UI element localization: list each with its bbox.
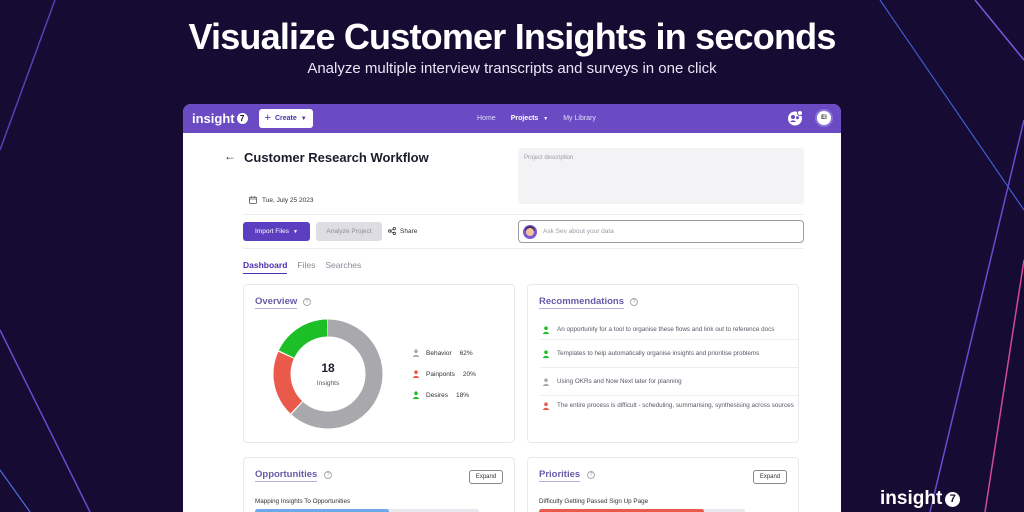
app-window: insight 7 + Create ▼ Home Projects ▼ My …	[183, 104, 841, 512]
team-icon[interactable]	[787, 110, 803, 126]
project-tabs: Dashboard Files Searches	[243, 260, 361, 274]
legend-label: Behavior	[426, 349, 452, 357]
help-icon[interactable]: ?	[630, 298, 638, 306]
expand-button[interactable]: Expand	[469, 470, 503, 484]
person-icon	[412, 349, 420, 357]
share-icon	[388, 227, 396, 235]
nav-links: Home Projects ▼ My Library	[477, 104, 596, 133]
help-icon[interactable]: ?	[303, 298, 311, 306]
user-avatar[interactable]: EI	[815, 109, 833, 127]
logo-mark-icon: 7	[236, 113, 248, 124]
divider	[243, 214, 804, 215]
create-button[interactable]: + Create ▼	[258, 109, 313, 128]
brand-name: insight	[880, 488, 943, 509]
caret-down-icon: ▼	[300, 115, 307, 122]
insights-total-label: Insights	[317, 380, 340, 387]
priority-bar-track	[539, 509, 745, 512]
plus-icon: +	[264, 112, 271, 124]
analyze-project-button[interactable]: Analyze Project	[316, 222, 382, 241]
help-icon[interactable]: ?	[587, 471, 595, 479]
back-arrow-icon[interactable]: ←	[224, 149, 236, 163]
share-label: Share	[400, 227, 418, 235]
assistant-avatar-icon	[523, 224, 537, 239]
person-icon	[412, 391, 420, 399]
app-logo-text: insight	[192, 111, 235, 126]
recommendations-list: An opportunity for a tool to organise th…	[540, 320, 798, 415]
project-date: Tue, July 25 2023	[249, 196, 313, 204]
recommendation-text: The entire process is difficult - schedu…	[557, 402, 794, 409]
hero-title: Visualize Customer Insights in seconds	[188, 16, 836, 57]
brand-mark-icon: 7	[945, 491, 961, 507]
priority-item-label: Difficulty Getting Passed Sign Up Page	[539, 498, 649, 505]
app-logo[interactable]: insight 7	[192, 111, 248, 126]
legend-item: Painponts 20%	[412, 370, 476, 378]
caret-down-icon: ▼	[293, 228, 298, 235]
tab-dashboard[interactable]: Dashboard	[243, 260, 288, 274]
brand-logo: insight 7	[880, 488, 961, 510]
calendar-icon	[249, 196, 257, 204]
tab-searches[interactable]: Searches	[325, 260, 362, 270]
recommendation-item[interactable]: Templates to help automatically organise…	[540, 340, 798, 368]
priority-bar-fill	[539, 509, 704, 512]
overview-card: Overview ? 18 Insights Behavior 62% Pain…	[243, 284, 515, 443]
priorities-title: Priorities	[539, 469, 581, 482]
recommendation-text: An opportunity for a tool to organise th…	[557, 326, 775, 333]
import-files-button[interactable]: Import Files ▼	[243, 222, 310, 241]
nav-my-library[interactable]: My Library	[563, 115, 596, 122]
donut-segment-painpoints	[273, 319, 383, 429]
opportunities-title: Opportunities	[255, 469, 318, 482]
person-icon	[412, 370, 420, 378]
project-date-text: Tue, July 25 2023	[262, 196, 314, 204]
legend-label: Desires	[426, 391, 449, 399]
help-icon[interactable]: ?	[324, 471, 332, 479]
opportunity-bar-fill	[255, 509, 390, 512]
recommendation-text: Using OKRs and Now Next later for planni…	[557, 378, 682, 385]
import-files-label: Import Files	[255, 228, 289, 235]
legend-item: Desires 18%	[412, 391, 476, 399]
legend-item: Behavior 62%	[412, 349, 476, 357]
ask-sev-placeholder: Ask Sev about your data	[543, 228, 614, 235]
divider	[243, 248, 804, 249]
project-description-field[interactable]: Project description	[518, 148, 804, 204]
legend-value: 18%	[456, 391, 470, 399]
nav-projects[interactable]: Projects ▼	[511, 115, 549, 122]
recommendation-item[interactable]: An opportunity for a tool to organise th…	[540, 320, 798, 340]
legend-label: Painponts	[426, 370, 455, 378]
recommendations-title: Recommendations	[539, 296, 624, 309]
top-navbar: insight 7 + Create ▼ Home Projects ▼ My …	[183, 104, 841, 133]
recommendation-text: Templates to help automatically organise…	[557, 350, 760, 357]
nav-right: EI	[787, 109, 833, 127]
insights-total: 18	[321, 361, 335, 375]
person-icon	[542, 378, 550, 386]
legend-value: 62%	[459, 349, 473, 357]
caret-down-icon: ▼	[543, 116, 549, 122]
recommendation-item[interactable]: The entire process is difficult - schedu…	[540, 396, 798, 415]
overview-title: Overview	[255, 296, 298, 309]
opportunity-item-label: Mapping Insights To Opportunities	[255, 498, 351, 505]
opportunities-card: Opportunities ? Expand Mapping Insights …	[243, 457, 515, 512]
nav-home[interactable]: Home	[477, 115, 496, 122]
person-icon	[542, 350, 550, 358]
legend-value: 20%	[462, 370, 476, 378]
share-button[interactable]: Share	[388, 227, 417, 235]
priorities-card: Priorities ? Expand Difficulty Getting P…	[527, 457, 799, 512]
expand-button[interactable]: Expand	[753, 470, 787, 484]
overview-donut-chart: 18 Insights	[273, 319, 383, 429]
opportunity-bar-track	[255, 509, 479, 512]
tab-files[interactable]: Files	[297, 260, 316, 270]
page-title: Customer Research Workflow	[244, 150, 429, 165]
recommendation-item[interactable]: Using OKRs and Now Next later for planni…	[540, 368, 798, 396]
nav-projects-label: Projects	[510, 115, 539, 122]
donut-segment-behavior	[273, 319, 383, 429]
create-button-label: Create	[274, 115, 297, 122]
person-icon	[542, 326, 550, 334]
hero-subtitle: Analyze multiple interview transcripts a…	[307, 60, 717, 77]
ask-sev-input[interactable]: Ask Sev about your data	[518, 220, 804, 243]
overview-legend: Behavior 62% Painponts 20% Desires 18%	[412, 349, 476, 412]
person-icon	[542, 402, 550, 410]
recommendations-card: Recommendations ? An opportunity for a t…	[527, 284, 799, 443]
